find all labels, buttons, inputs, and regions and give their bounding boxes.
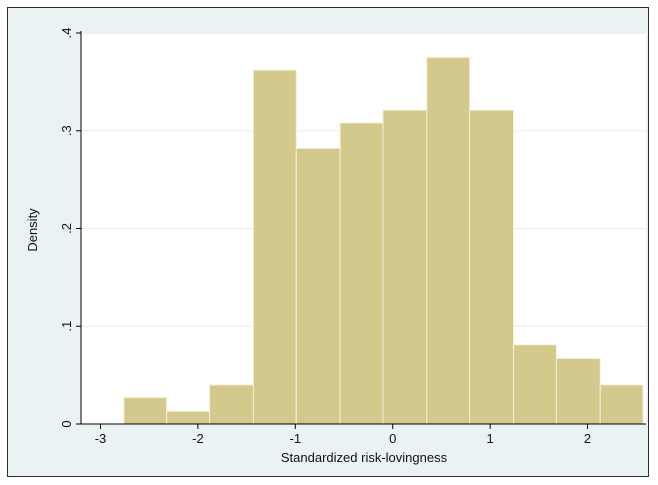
x-axis-title: Standardized risk-lovingness	[281, 450, 448, 465]
histogram-bar-10	[513, 344, 557, 425]
x-tick-label-5: 2	[584, 431, 591, 446]
y-tick-label-2: .2	[59, 223, 74, 234]
tick-labels: -3 -2 -1 0 1 2 0 .1 .2 .3 .4	[59, 28, 591, 446]
x-tick-label-0: -3	[95, 431, 107, 446]
histogram-bar-8	[426, 56, 471, 425]
axes	[80, 31, 646, 425]
histogram-bar-11	[555, 358, 601, 425]
histogram-bar-1	[123, 397, 168, 425]
histogram-bar-3	[209, 384, 254, 425]
histogram-bar-5	[295, 147, 341, 425]
x-tick-label-3: 0	[389, 431, 396, 446]
y-tick-label-3: .3	[59, 125, 74, 136]
chart-frame: -3 -2 -1 0 1 2 0 .1 .2 .3 .4 Standardized risk-lov…	[7, 7, 649, 477]
histogram-bar-6	[339, 122, 384, 425]
y-tick-label-4: .4	[59, 28, 74, 39]
x-tick-label-4: 1	[487, 431, 494, 446]
histogram-bar-4	[252, 69, 297, 425]
y-tick-label-0: 0	[59, 420, 74, 427]
histogram-bar-2	[166, 410, 211, 425]
histogram-bar-7	[382, 109, 428, 425]
histogram-bar-9	[469, 109, 515, 425]
histogram-bar-12	[599, 384, 644, 425]
histogram-chart: -3 -2 -1 0 1 2 0 .1 .2 .3 .4 Standardized risk-lov…	[25, 28, 646, 465]
y-tick-label-1: .1	[59, 321, 74, 332]
x-tick-label-1: -2	[192, 431, 204, 446]
x-tick-label-2: -1	[290, 431, 302, 446]
y-axis-title: Density	[25, 208, 40, 252]
